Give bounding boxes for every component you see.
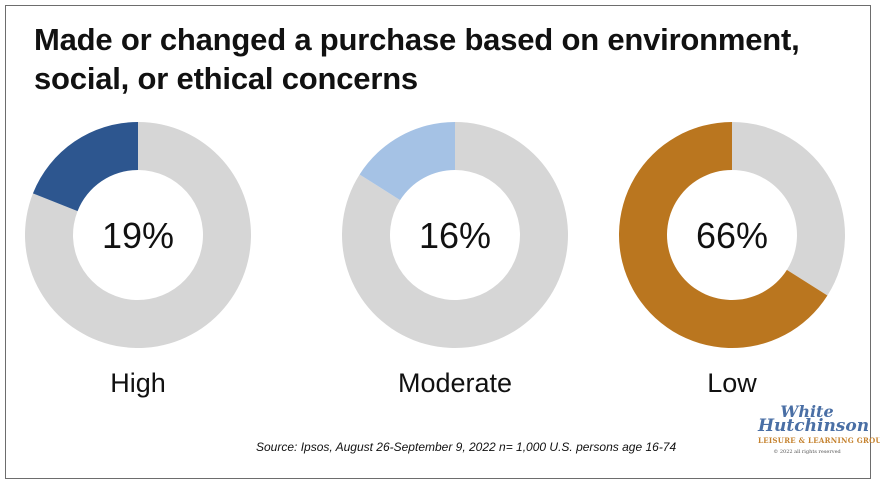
slide-frame bbox=[5, 5, 871, 479]
donut-moderate-value-label: 16% bbox=[419, 215, 491, 256]
donut-low-value-label: 66% bbox=[696, 215, 768, 256]
donut-moderate-remainder-slice bbox=[342, 122, 569, 348]
logo-text-tagline: LEISURE & LEARNING GROUP bbox=[758, 436, 880, 445]
donut-moderate-value-slice bbox=[359, 122, 455, 201]
logo-text-hutchinson: Hutchinson bbox=[758, 416, 870, 436]
logo-text-white: White bbox=[780, 402, 834, 421]
donut-moderate: 16% Moderate bbox=[342, 122, 569, 398]
chart-title-line-2: social, or ethical concerns bbox=[34, 61, 418, 96]
logo-text-copyright: © 2022 all rights reserved bbox=[773, 449, 841, 455]
chart-title-line-1: Made or changed a purchase based on envi… bbox=[34, 22, 800, 57]
donut-high-category-label: High bbox=[110, 368, 166, 398]
donut-high-remainder-slice bbox=[24, 122, 251, 348]
donut-moderate-category-label: Moderate bbox=[398, 368, 512, 398]
donut-high-value-slice bbox=[32, 122, 138, 212]
donut-high-value-label: 19% bbox=[102, 215, 174, 256]
source-note: Source: Ipsos, August 26-September 9, 20… bbox=[256, 440, 677, 454]
donut-low-remainder-slice bbox=[732, 122, 845, 296]
donut-low-category-label: Low bbox=[707, 368, 757, 398]
donut-high: 19% High bbox=[24, 122, 251, 398]
chart-title: Made or changed a purchase based on envi… bbox=[34, 20, 854, 98]
donut-low: 66% Low bbox=[619, 122, 845, 398]
donut-low-value-slice bbox=[619, 122, 828, 349]
white-hutchinson-logo: White Hutchinson LEISURE & LEARNING GROU… bbox=[758, 402, 880, 462]
